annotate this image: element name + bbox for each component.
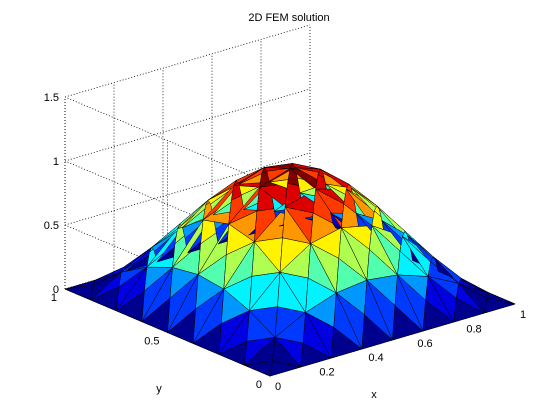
- surface-facet-121: [264, 163, 293, 169]
- grid-line-7: [64, 24, 311, 98]
- z-tick-label-2: 1: [53, 156, 59, 168]
- chart-title: 2D FEM solution: [248, 12, 329, 24]
- surface-facet-1: [64, 284, 94, 301]
- y-tick-label-1: 0.5: [144, 336, 159, 348]
- y-axis-label: y: [156, 383, 162, 395]
- x-tick-label-2: 0.4: [368, 352, 383, 364]
- y-tick-label-0: 0: [256, 379, 262, 391]
- x-tick-label-5: 1: [520, 309, 526, 321]
- grid-line-6: [64, 96, 271, 185]
- x-tick-label-3: 0.6: [417, 338, 432, 350]
- z-tick-label-0: 0: [53, 284, 59, 296]
- x-axis-label: x: [371, 389, 377, 401]
- x-tick-label-4: 0.8: [466, 323, 481, 335]
- grid-line-3: [64, 152, 311, 226]
- z-tick-label-3: 1.5: [44, 92, 59, 104]
- surface-facet-251: [461, 278, 490, 294]
- y-tick-label-2: 1: [51, 292, 57, 304]
- x-tick-label-1: 0.2: [319, 367, 334, 379]
- grid-line-4: [64, 160, 271, 249]
- grid-line-5: [64, 88, 311, 162]
- fem-surface: [64, 163, 516, 377]
- surface-facet-255: [486, 292, 516, 305]
- z-tick-label-1: 0.5: [44, 220, 59, 232]
- x-tick-label-0: 0: [275, 381, 281, 393]
